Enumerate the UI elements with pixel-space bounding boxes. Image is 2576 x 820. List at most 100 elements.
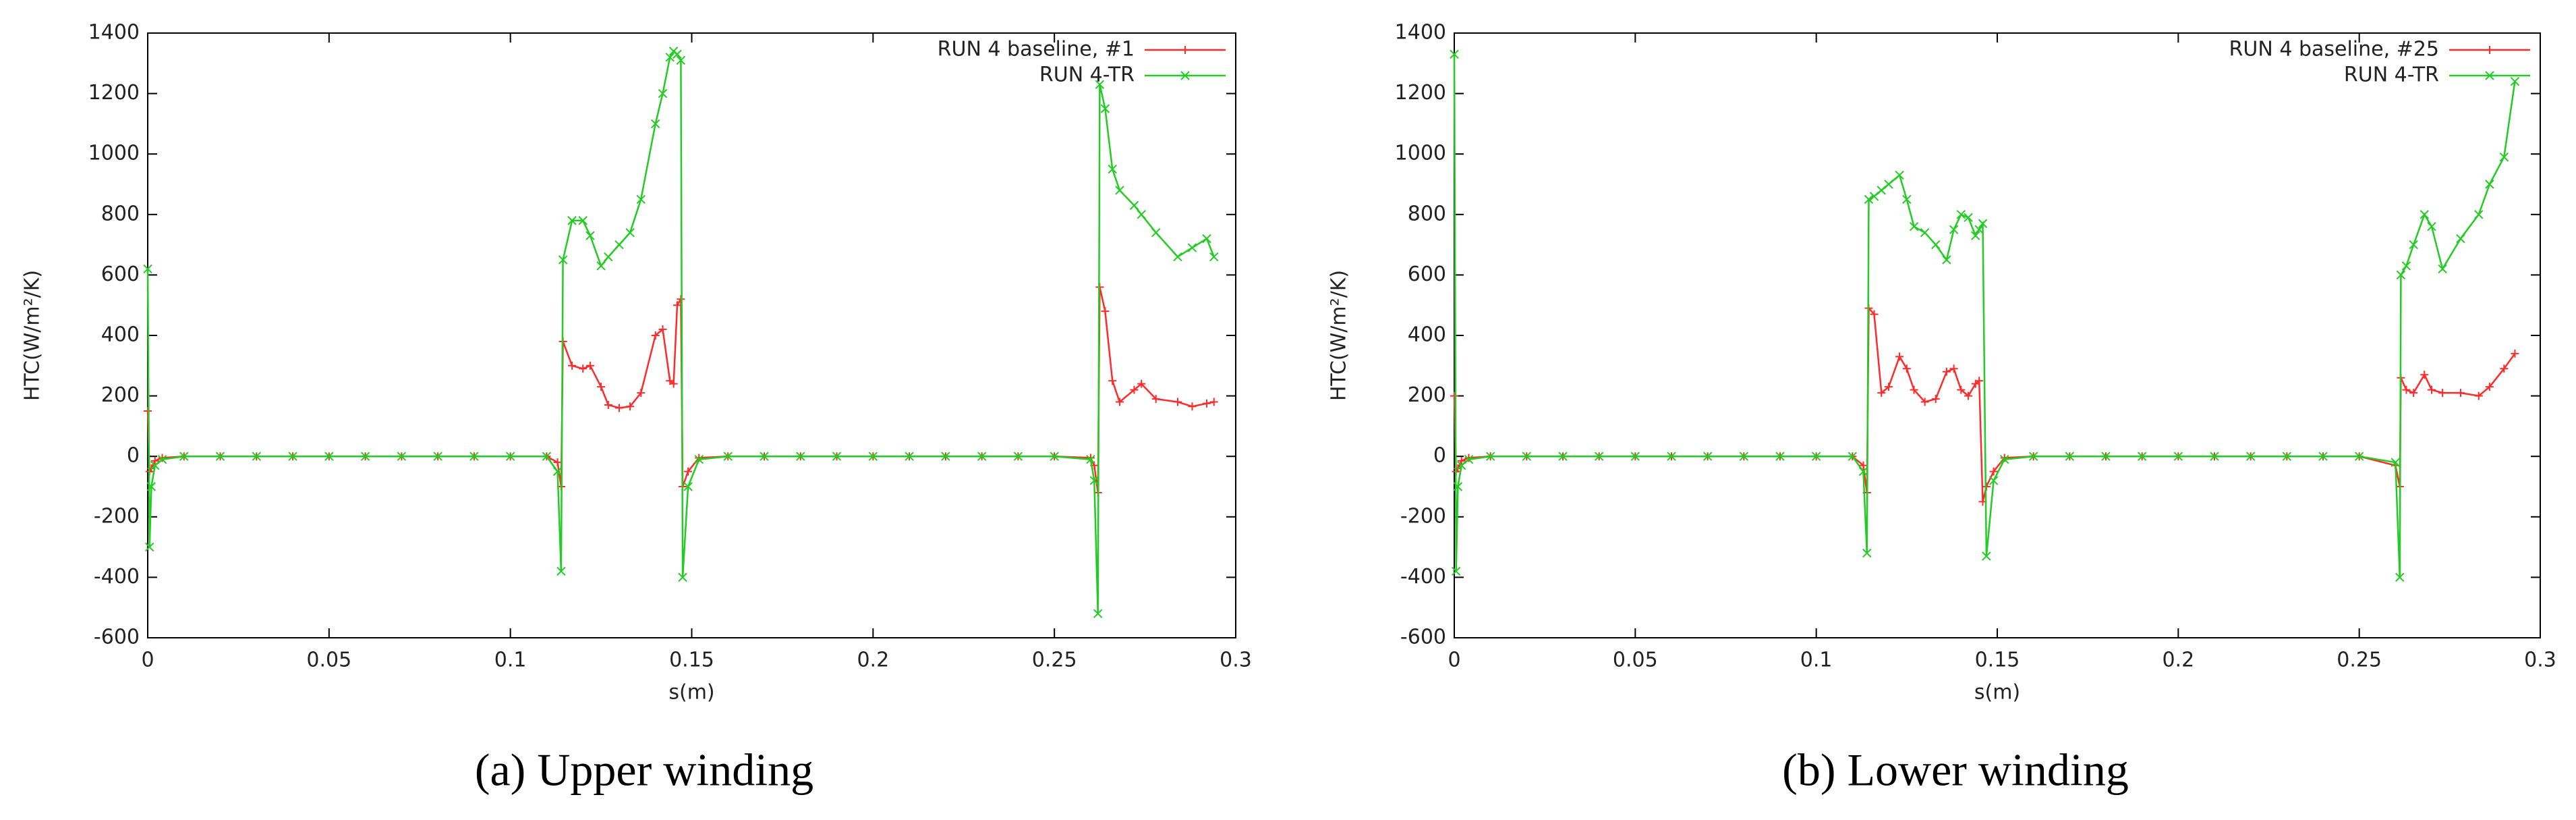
data-point [1949,364,1958,373]
data-point [144,407,152,415]
data-point [552,466,563,476]
data-point [1451,566,1461,576]
y-tick-label: 800 [1408,202,1446,225]
data-point [2065,452,2075,461]
data-point [658,325,667,334]
data-point [1982,551,1991,561]
data-point [1130,385,1139,394]
data-point [941,452,950,461]
data-point [1013,452,1023,461]
data-point [1920,227,1930,238]
data-point [2210,452,2219,461]
data-point [723,452,733,461]
data-point [1811,452,1821,461]
data-point [1151,395,1160,404]
data-point [1137,210,1146,219]
caption: (b) Lower winding [1782,744,2129,796]
data-point [1108,164,1117,174]
data-point [2000,454,2009,464]
y-tick-label: 400 [101,323,140,347]
data-point [2438,264,2447,274]
y-axis-label: HTC(W/m²/K) [21,270,45,401]
data-point [144,542,154,552]
data-point [1667,452,1676,461]
data-point [1949,225,1959,234]
y-tick-label: 600 [101,263,140,286]
data-point [1464,454,1473,462]
data-point [683,482,693,491]
data-point [1108,377,1117,385]
x-tick-label: 0.2 [857,649,889,672]
data-point [1450,391,1458,400]
data-point [676,55,686,65]
data-point [2318,452,2328,461]
data-point [1522,452,1532,461]
data-point [1848,452,1858,461]
y-tick-label: 1400 [88,21,140,45]
data-point [1457,460,1466,470]
data-point [625,227,635,238]
data-point [1931,240,1941,250]
data-point [1974,225,1984,234]
y-tick-label: -200 [94,504,140,528]
data-point [905,452,914,461]
legend-label: RUN 4-TR [1039,63,1135,87]
data-point [760,452,769,461]
data-point [2173,452,2183,461]
data-point [1187,243,1197,252]
x-axis-label: s(m) [668,681,714,705]
data-point [684,467,693,476]
series-line [1453,54,2516,578]
data-point [2427,222,2436,231]
data-point [1902,364,1911,373]
legend-label: RUN 4 baseline, #25 [2229,38,2439,61]
data-point [1450,49,1459,59]
data-point [2511,349,2519,358]
data-point [2391,458,2401,467]
y-tick-label: 0 [1433,444,1446,468]
data-point [1902,194,1912,204]
x-tick-label: 0.25 [1032,649,1077,672]
data-point [360,452,370,461]
x-axis-label: s(m) [1974,681,2020,705]
y-tick-label: 0 [127,444,140,468]
data-point [1859,461,1868,470]
data-point [796,452,805,461]
data-point [672,49,682,59]
y-tick-label: 1200 [1395,81,1446,105]
data-point [1101,307,1110,316]
legend-marker [1181,46,1189,54]
data-point [1050,452,1059,461]
y-tick-label: 400 [1408,323,1446,347]
x-tick-label: 0.3 [2524,649,2556,672]
legend-marker [2486,46,2494,54]
series-line [146,287,1214,493]
data-point [678,572,687,582]
data-point [1964,213,1973,222]
data-point [2499,152,2509,162]
data-point [179,452,189,461]
data-point [636,194,646,204]
data-point [542,452,552,461]
y-tick-label: 800 [101,202,140,225]
data-point [1858,466,1868,476]
data-point [1971,231,1980,240]
data-point [1931,395,1940,404]
data-point [2101,452,2111,461]
data-point [505,452,515,461]
data-point [1895,352,1904,361]
data-point [2395,572,2405,582]
data-point [1869,192,1879,201]
data-point [1202,399,1211,408]
data-point [2428,385,2436,394]
data-point [2420,210,2429,219]
data-point [215,452,225,461]
data-point [252,452,262,461]
data-point [585,231,595,240]
data-point [2396,270,2406,280]
y-tick-label: 1400 [1395,21,1446,45]
data-point [1100,104,1110,113]
data-point [1864,194,1874,204]
data-point [1989,467,1998,476]
